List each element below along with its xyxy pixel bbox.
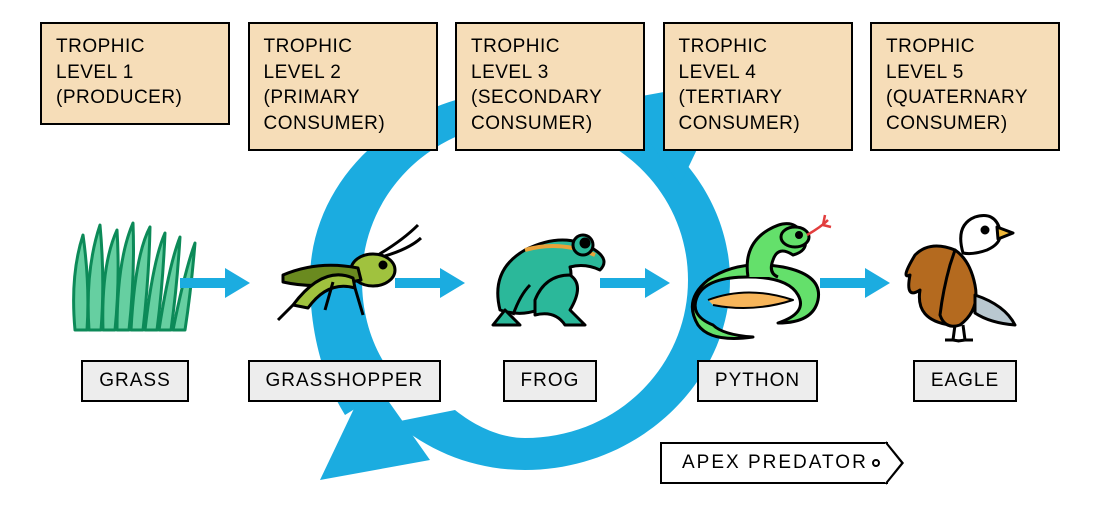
- trophic-header-3: TROPHICLEVEL 3 (SECONDARY CONSUMER): [455, 22, 645, 151]
- organism-name: GRASS: [81, 360, 189, 402]
- arrow-icon: [395, 268, 465, 298]
- trophic-role: (TERTIARY CONSUMER): [679, 85, 837, 136]
- trophic-title: TROPHICLEVEL 2: [264, 34, 422, 85]
- trophic-role: (PRIMARY CONSUMER): [264, 85, 422, 136]
- arrow-icon: [820, 268, 890, 298]
- trophic-header-1: TROPHICLEVEL 1 (PRODUCER): [40, 22, 230, 125]
- organism-name: FROG: [503, 360, 598, 402]
- apex-predator-tag: APEX PREDATOR: [660, 442, 888, 484]
- arrow-icon: [180, 268, 250, 298]
- organism-row: [0, 210, 1100, 340]
- trophic-header-5: TROPHICLEVEL 5 (QUATERNARY CONSUMER): [870, 22, 1060, 151]
- organism-eagle: [870, 210, 1060, 340]
- arrow-icon: [600, 268, 670, 298]
- apex-predator-label: APEX PREDATOR: [682, 452, 868, 474]
- organism-name-row: GRASS GRASSHOPPER FROG PYTHON EAGLE: [0, 360, 1100, 402]
- trophic-header-row: TROPHICLEVEL 1 (PRODUCER) TROPHICLEVEL 2…: [0, 22, 1100, 151]
- trophic-title: TROPHICLEVEL 1: [56, 34, 214, 85]
- python-icon: [683, 205, 833, 345]
- organism-name: EAGLE: [913, 360, 1017, 402]
- trophic-title: TROPHICLEVEL 5: [886, 34, 1044, 85]
- trophic-header-2: TROPHICLEVEL 2 (PRIMARY CONSUMER): [248, 22, 438, 151]
- eagle-icon: [895, 205, 1035, 345]
- trophic-role: (SECONDARY CONSUMER): [471, 85, 629, 136]
- organism-name: GRASSHOPPER: [248, 360, 442, 402]
- trophic-title: TROPHICLEVEL 4: [679, 34, 837, 85]
- tag-hole-icon: [872, 459, 880, 467]
- organism-name: PYTHON: [697, 360, 818, 402]
- trophic-role: (PRODUCER): [56, 85, 214, 111]
- trophic-role: (QUATERNARY CONSUMER): [886, 85, 1044, 136]
- trophic-title: TROPHICLEVEL 3: [471, 34, 629, 85]
- trophic-header-4: TROPHICLEVEL 4 (TERTIARY CONSUMER): [663, 22, 853, 151]
